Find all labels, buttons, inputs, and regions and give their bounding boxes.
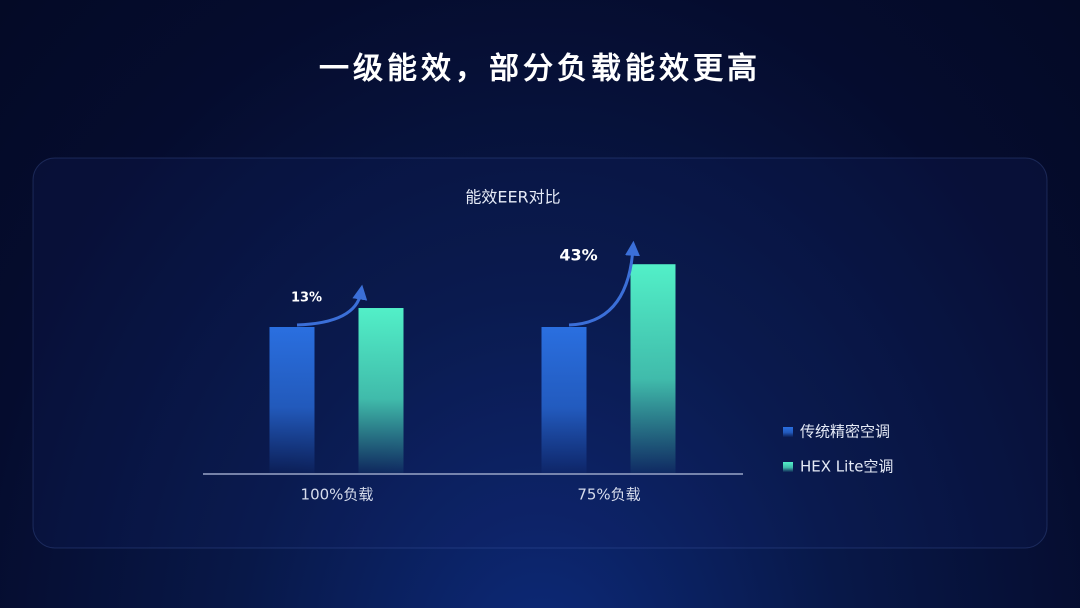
legend-swatch — [783, 427, 793, 437]
chart-subtitle: 能效EER对比 — [465, 188, 560, 207]
legend-swatch — [783, 462, 793, 472]
x-tick-label: 100%负载 — [301, 486, 374, 504]
panel — [32, 157, 1048, 549]
legend-label: 传统精密空调 — [800, 423, 890, 441]
growth-arrow — [568, 240, 640, 327]
bar — [541, 327, 587, 473]
bar — [358, 308, 404, 473]
x-tick-label: 75%负载 — [577, 486, 640, 504]
growth-label: 13% — [291, 291, 322, 306]
bar — [269, 327, 315, 473]
growth-label: 43% — [559, 246, 597, 265]
bar — [630, 264, 676, 473]
legend-label: HEX Lite空调 — [800, 458, 893, 476]
growth-arrow — [296, 284, 368, 327]
page-title: 一级能效，部分负载能效更高 — [319, 52, 761, 87]
